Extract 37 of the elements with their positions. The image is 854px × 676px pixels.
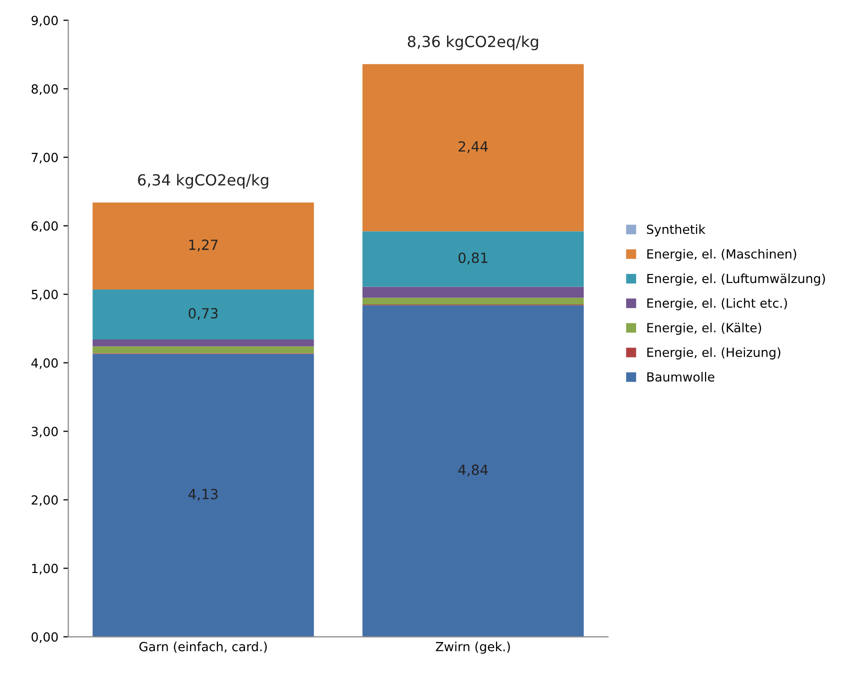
bar [92, 346, 314, 354]
bar [92, 202, 314, 290]
data-label: 2,44 [458, 141, 488, 154]
data-label: 4,13 [188, 488, 218, 501]
data-label: 1,27 [189, 240, 218, 252]
bar [92, 289, 314, 340]
legend-label: Baumwolle [647, 372, 714, 382]
legend-label: Energie, el. (Luftumwälzung) [647, 274, 825, 286]
bar [362, 305, 584, 637]
data-label: 4,84 [458, 464, 488, 476]
x-tick-label: Garn (einfach, card.) [139, 642, 267, 653]
y-tick-label: 2,00 [32, 495, 58, 506]
bar [362, 298, 584, 305]
legend-label: Energie, el. (Maschinen) [647, 248, 796, 262]
y-tick-label: 1,00 [32, 564, 58, 574]
y-tick-label: 8,00 [32, 84, 58, 95]
bar [92, 339, 314, 346]
legend-label: Synthetik [646, 224, 706, 236]
y-tick-label: 5,00 [32, 290, 58, 300]
x-tick-label: Zwirn (gek.) [436, 642, 510, 654]
total-label: 6,34 kgCO2eq/kg [138, 174, 268, 189]
y-tick-label: 7,00 [32, 152, 58, 164]
y-tick-label: 9,00 [32, 16, 58, 26]
data-label: 0,81 [458, 252, 488, 264]
bar [92, 354, 314, 637]
total-label: 8,36 kgCO2eq/kg [408, 35, 538, 50]
y-tick-label: 6,00 [32, 221, 58, 232]
legend-label: Energie, el. (Licht etc.) [647, 298, 787, 310]
legend-label: Energie, el. (Heizung) [647, 347, 780, 360]
legend-label: Energie, el. (Kälte) [647, 322, 762, 335]
y-tick-label: 4,00 [31, 358, 58, 369]
y-tick-label: 3,00 [32, 426, 58, 438]
bar [362, 286, 584, 298]
bar [362, 64, 584, 232]
bar [362, 231, 584, 287]
data-label: 0,73 [188, 308, 218, 320]
y-tick-label: 0,00 [32, 632, 58, 643]
